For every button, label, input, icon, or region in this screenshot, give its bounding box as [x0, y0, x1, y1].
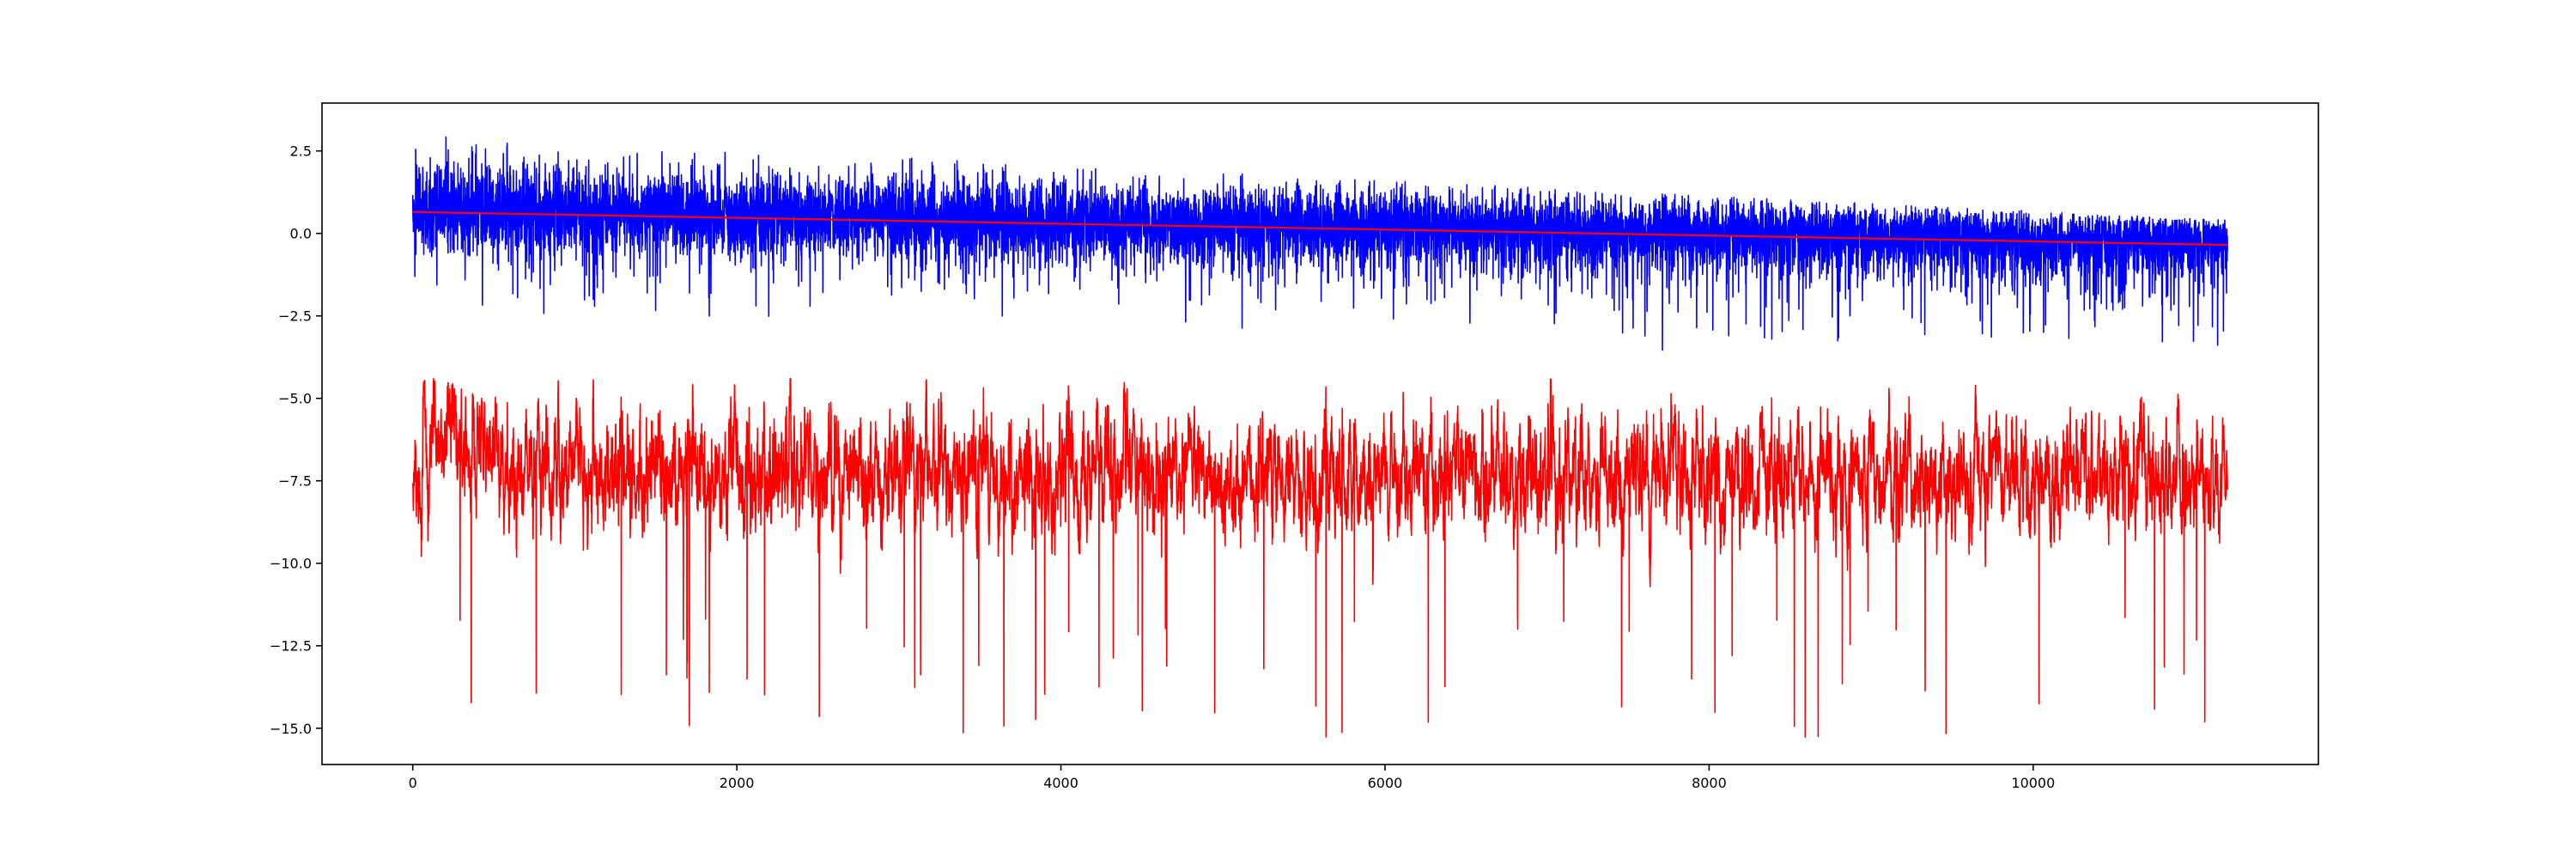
series-2-line: [412, 377, 2228, 738]
axes-frame: [321, 102, 2319, 765]
y-tick-label: −5.0: [278, 391, 312, 407]
y-tick-label: 0.0: [290, 226, 312, 242]
x-tick-label: 6000: [1368, 775, 1403, 791]
y-tick-label: −10.0: [270, 556, 312, 572]
y-tick-label: 2.5: [290, 143, 312, 160]
y-tick-label: −15.0: [270, 721, 312, 737]
x-tick-label: 10000: [2011, 775, 2055, 791]
x-tick-label: 4000: [1043, 775, 1078, 791]
y-tick-label: −12.5: [270, 638, 312, 655]
x-tick-label: 0: [409, 775, 417, 791]
axes: 0 2000 4000 6000 8000 10000 2.5 0.0 −2.5 −5.0 −7.5…: [270, 102, 2319, 791]
series-1-line: [411, 136, 2228, 351]
x-tick-label: 2000: [720, 775, 755, 791]
plot-area: [411, 136, 2228, 738]
x-tick-label: 8000: [1692, 775, 1727, 791]
y-tick-label: −7.5: [278, 473, 312, 490]
series-3-trend-line: [412, 210, 2228, 247]
y-tick-label: −2.5: [278, 308, 312, 325]
